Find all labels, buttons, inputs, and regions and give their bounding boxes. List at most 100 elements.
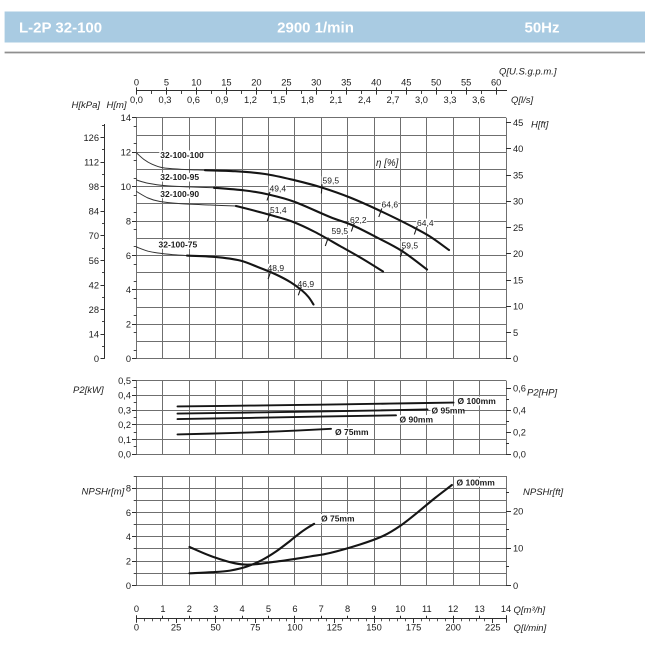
svg-text:0,1: 0,1 (118, 435, 131, 445)
svg-text:2: 2 (126, 320, 131, 330)
svg-text:9: 9 (371, 604, 376, 614)
svg-text:P2[kW]: P2[kW] (73, 385, 104, 396)
svg-text:42: 42 (89, 280, 99, 290)
svg-text:10: 10 (121, 182, 131, 192)
svg-text:20: 20 (251, 78, 261, 88)
svg-text:59,5: 59,5 (332, 226, 349, 236)
svg-text:2,1: 2,1 (330, 95, 343, 105)
svg-text:0,6: 0,6 (187, 95, 200, 105)
svg-text:59,5: 59,5 (323, 176, 340, 186)
svg-text:0,3: 0,3 (118, 405, 131, 415)
svg-text:70: 70 (89, 231, 99, 241)
svg-text:0: 0 (126, 354, 131, 364)
svg-text:2900 1/min: 2900 1/min (277, 20, 354, 37)
svg-text:14: 14 (501, 604, 511, 614)
svg-text:50: 50 (431, 78, 441, 88)
svg-text:64,6: 64,6 (382, 200, 399, 210)
svg-text:150: 150 (366, 623, 382, 633)
svg-text:11: 11 (422, 604, 432, 614)
svg-text:3,6: 3,6 (472, 95, 485, 105)
svg-text:10: 10 (513, 544, 523, 554)
svg-text:49,4: 49,4 (270, 183, 287, 193)
svg-text:32-100-90: 32-100-90 (160, 189, 199, 199)
svg-text:75: 75 (250, 623, 260, 633)
svg-text:225: 225 (485, 623, 501, 633)
svg-text:12: 12 (121, 148, 131, 158)
svg-text:Ø 75mm: Ø 75mm (321, 514, 355, 524)
svg-text:4: 4 (126, 285, 131, 295)
svg-text:20: 20 (513, 249, 523, 259)
svg-text:51,4: 51,4 (270, 205, 287, 215)
svg-text:2,7: 2,7 (387, 95, 400, 105)
svg-text:10: 10 (513, 302, 523, 312)
svg-text:64,4: 64,4 (417, 218, 434, 228)
svg-text:Ø 100mm: Ø 100mm (457, 478, 496, 488)
svg-text:46,9: 46,9 (298, 279, 315, 289)
svg-text:NPSHr[m]: NPSHr[m] (82, 487, 125, 498)
svg-text:8: 8 (126, 484, 131, 494)
svg-text:50Hz: 50Hz (525, 20, 560, 37)
svg-text:0: 0 (126, 581, 131, 591)
svg-text:35: 35 (341, 78, 351, 88)
svg-text:28: 28 (89, 305, 99, 315)
svg-text:100: 100 (287, 623, 303, 633)
svg-text:Q[l/min]: Q[l/min] (514, 623, 547, 634)
svg-text:6: 6 (292, 604, 297, 614)
svg-text:0: 0 (513, 354, 518, 364)
svg-text:H[m]: H[m] (107, 100, 127, 111)
svg-text:3,0: 3,0 (415, 95, 428, 105)
svg-text:6: 6 (126, 508, 131, 518)
svg-text:0,0: 0,0 (118, 450, 131, 460)
svg-text:Ø 75mm: Ø 75mm (335, 427, 369, 437)
svg-text:3: 3 (213, 604, 218, 614)
svg-text:32-100-100: 32-100-100 (160, 150, 204, 160)
svg-text:5: 5 (513, 328, 518, 338)
svg-text:62,2: 62,2 (350, 215, 367, 225)
svg-text:0,6: 0,6 (513, 384, 526, 394)
svg-text:0,2: 0,2 (513, 428, 526, 438)
svg-text:45: 45 (513, 118, 523, 128)
svg-text:59,5: 59,5 (402, 240, 419, 250)
svg-text:Ø 90mm: Ø 90mm (400, 415, 434, 425)
svg-text:50: 50 (211, 623, 221, 633)
svg-text:1,2: 1,2 (244, 95, 257, 105)
svg-text:Ø 100mm: Ø 100mm (458, 396, 497, 406)
svg-text:15: 15 (221, 78, 231, 88)
svg-text:0,3: 0,3 (159, 95, 172, 105)
svg-text:4: 4 (240, 604, 245, 614)
svg-text:13: 13 (474, 604, 484, 614)
svg-text:200: 200 (445, 623, 461, 633)
svg-text:14: 14 (121, 113, 131, 123)
svg-text:125: 125 (327, 623, 343, 633)
svg-text:175: 175 (406, 623, 422, 633)
svg-text:0,4: 0,4 (118, 391, 131, 401)
svg-text:126: 126 (83, 133, 99, 143)
svg-text:10: 10 (395, 604, 405, 614)
svg-text:45: 45 (401, 78, 411, 88)
svg-text:8: 8 (126, 216, 131, 226)
svg-text:0: 0 (94, 354, 99, 364)
svg-text:5: 5 (164, 78, 169, 88)
svg-text:0: 0 (134, 78, 139, 88)
svg-text:8: 8 (345, 604, 350, 614)
svg-text:4: 4 (126, 532, 131, 542)
svg-text:P2[HP]: P2[HP] (527, 388, 557, 399)
svg-text:48,9: 48,9 (268, 263, 285, 273)
svg-text:H[ft]: H[ft] (531, 120, 549, 131)
svg-text:1,5: 1,5 (273, 95, 286, 105)
svg-text:98: 98 (89, 182, 99, 192)
svg-text:20: 20 (513, 507, 523, 517)
svg-text:25: 25 (513, 223, 523, 233)
svg-text:0: 0 (513, 581, 518, 591)
svg-text:3,3: 3,3 (444, 95, 457, 105)
svg-text:L-2P 32-100: L-2P 32-100 (19, 20, 102, 37)
svg-text:2: 2 (126, 557, 131, 567)
svg-text:0: 0 (134, 604, 139, 614)
svg-text:84: 84 (89, 207, 99, 217)
svg-text:25: 25 (171, 623, 181, 633)
svg-text:Q[U.S.g.p.m.]: Q[U.S.g.p.m.] (499, 67, 557, 78)
svg-text:0,0: 0,0 (130, 95, 143, 105)
svg-text:2,4: 2,4 (358, 95, 371, 105)
svg-text:0,2: 0,2 (118, 420, 131, 430)
svg-text:NPSHr[ft]: NPSHr[ft] (523, 487, 563, 498)
